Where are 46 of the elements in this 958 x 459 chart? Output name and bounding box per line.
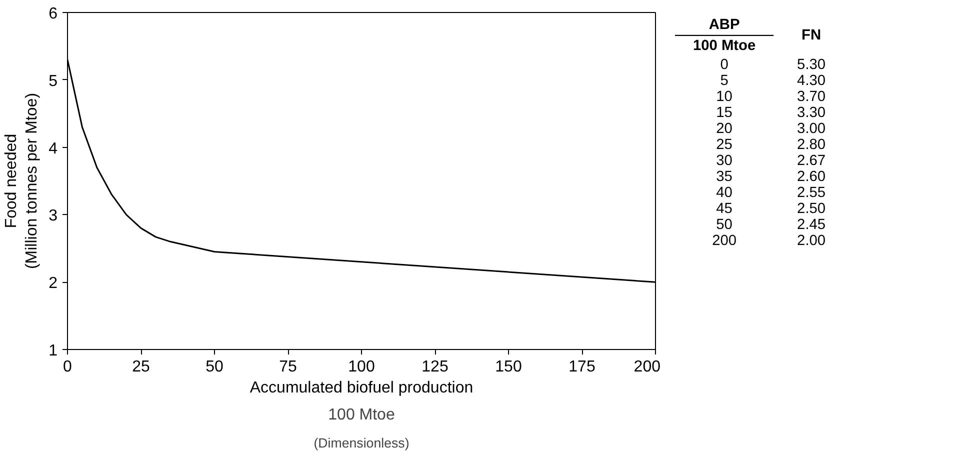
text: 4.30 bbox=[797, 73, 826, 90]
text: 2.80 bbox=[797, 137, 826, 154]
x-tick-label: 25 bbox=[132, 358, 150, 376]
text: 2.45 bbox=[797, 217, 826, 234]
text: 20 bbox=[716, 121, 732, 138]
x-tick-label: 100 bbox=[348, 358, 375, 376]
text: 2.67 bbox=[797, 153, 826, 170]
text: 2.50 bbox=[797, 201, 826, 218]
y-tick-label: 3 bbox=[48, 208, 58, 225]
text: (Dimensionless) bbox=[314, 436, 410, 450]
text: 50 bbox=[716, 217, 732, 234]
y-tick-label: 5 bbox=[48, 72, 58, 90]
text: 2.60 bbox=[797, 169, 826, 186]
text: 5.30 bbox=[797, 57, 826, 74]
text: 2.55 bbox=[797, 185, 826, 202]
text: 5 bbox=[720, 73, 728, 90]
text: 40 bbox=[716, 185, 732, 202]
text: 45 bbox=[716, 201, 732, 218]
text: 100 Mtoe bbox=[692, 38, 756, 54]
y-axis-title: Food needed (Million tonnes per Mtoe) bbox=[3, 92, 41, 270]
x-axis-title: Accumulated biofuel production bbox=[250, 380, 474, 396]
text: FN bbox=[802, 27, 822, 44]
x-tick-label: 150 bbox=[495, 358, 522, 376]
text: 3.30 bbox=[797, 105, 826, 122]
text: 3.00 bbox=[797, 121, 826, 138]
text: 3.70 bbox=[797, 89, 826, 106]
y-tick-label: 6 bbox=[48, 6, 58, 22]
text: 15 bbox=[716, 105, 732, 122]
x-tick-label: 175 bbox=[568, 358, 596, 376]
text: 200 bbox=[712, 233, 737, 250]
x-tick-label: 0 bbox=[63, 358, 72, 376]
y-tick-label: 4 bbox=[48, 140, 58, 158]
x-tick-label: 50 bbox=[206, 358, 224, 376]
y-tick-label: 1 bbox=[48, 342, 58, 360]
x-tick-label: 125 bbox=[422, 358, 448, 376]
text: 0 bbox=[720, 57, 728, 74]
text: ABP bbox=[708, 16, 740, 33]
text: 100 Mtoe bbox=[328, 406, 395, 424]
text: 25 bbox=[716, 137, 732, 154]
x-tick-label: 200 bbox=[634, 358, 661, 376]
x-tick-label: 75 bbox=[279, 358, 297, 376]
text: 2.00 bbox=[797, 233, 826, 250]
y-tick-label: 2 bbox=[48, 275, 58, 292]
text: 10 bbox=[716, 89, 732, 106]
text: 35 bbox=[716, 169, 732, 186]
text: 30 bbox=[716, 153, 732, 170]
